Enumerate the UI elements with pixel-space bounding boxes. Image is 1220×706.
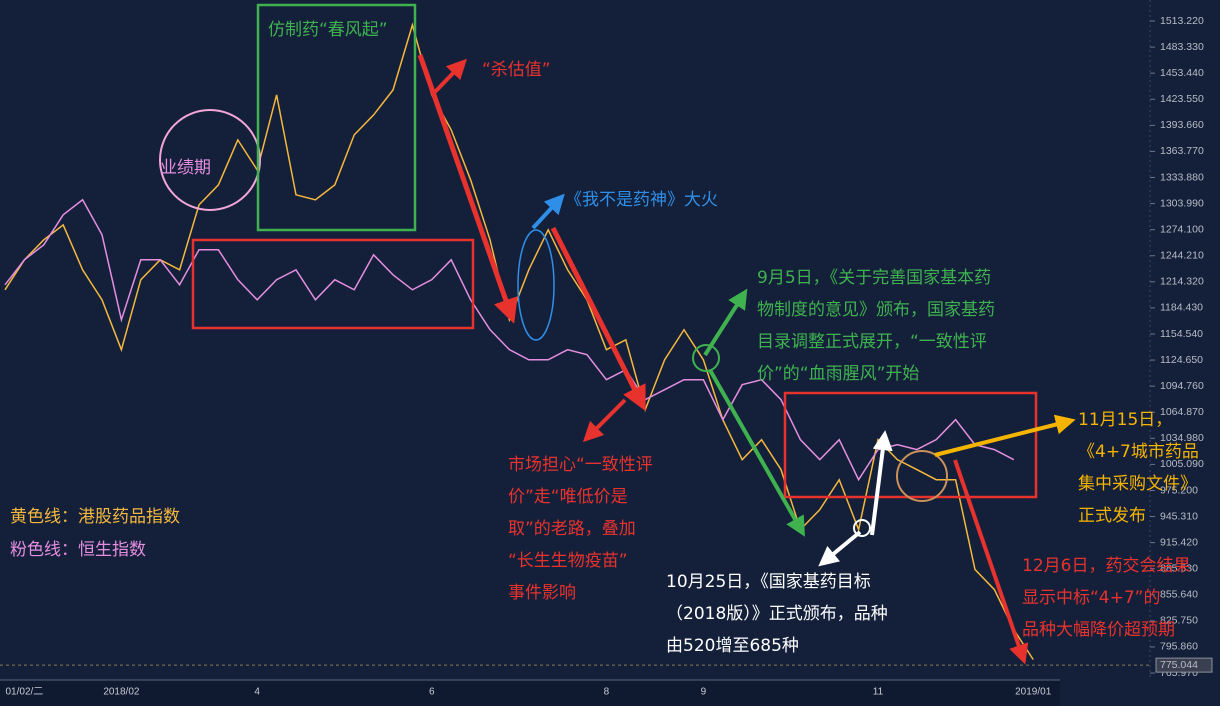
circle bbox=[692, 344, 720, 372]
annotation-text: 《我不是药神》大火 bbox=[565, 190, 718, 210]
annotation-text: 12月6日，药交会结果 bbox=[1022, 556, 1190, 576]
x-tick-label: 8 bbox=[604, 687, 610, 698]
y-tick-label: 1005.090 bbox=[1160, 458, 1204, 470]
arrow bbox=[582, 398, 627, 443]
annotation-text: 正式发布 bbox=[1078, 506, 1146, 526]
annotation-text: “杀估值” bbox=[482, 60, 551, 80]
annotation-text: 11月15日， bbox=[1078, 410, 1172, 430]
y-tick-label: 1094.760 bbox=[1160, 380, 1204, 392]
x-tick-label: 9 bbox=[701, 687, 707, 698]
annotation-text: 《4+7城市药品 bbox=[1078, 442, 1199, 462]
annotation-text: 业绩期 bbox=[160, 158, 211, 178]
last-value-box bbox=[1155, 657, 1213, 673]
annotation-text: 集中采购文件》 bbox=[1078, 474, 1197, 494]
annotation-text: 价”的“血雨腥风”开始 bbox=[757, 364, 919, 384]
legend-entry: 黄色线：港股药品指数 bbox=[10, 507, 180, 527]
annotation-text: 品种大幅降价超预期 bbox=[1022, 620, 1175, 640]
annotation-text: 10月25日，《国家基药目标 bbox=[666, 572, 871, 592]
y-tick-label: 855.640 bbox=[1160, 589, 1198, 601]
box bbox=[783, 391, 1038, 499]
y-tick-label: 1034.980 bbox=[1160, 432, 1204, 444]
arrow bbox=[818, 530, 862, 567]
y-tick-label: 1453.440 bbox=[1160, 67, 1204, 79]
y-tick-label: 885.530 bbox=[1160, 563, 1198, 575]
y-tick-label: 1423.550 bbox=[1160, 93, 1204, 105]
arrow bbox=[870, 430, 893, 536]
y-tick-label: 795.860 bbox=[1160, 641, 1198, 653]
annotation-text: 取”的老路，叠加 bbox=[508, 519, 636, 539]
x-axis-band bbox=[0, 680, 1060, 706]
x-tick-label: 2019/01 bbox=[1015, 687, 1052, 698]
y-tick-label: 1303.990 bbox=[1160, 197, 1204, 209]
arrow bbox=[430, 58, 467, 97]
y-tick-label: 1393.660 bbox=[1160, 119, 1204, 131]
y-tick-label: 1064.870 bbox=[1160, 406, 1204, 418]
annotation-text: 价”走“唯低价是 bbox=[508, 487, 628, 507]
annotations: 仿制药“春风起” “杀估值” 业绩期《我不是药神》大火 9月5日，《关于完善国家基本药… bbox=[10, 20, 1199, 656]
y-tick-label: 1244.210 bbox=[1160, 250, 1204, 262]
arrow bbox=[934, 414, 1076, 457]
arrow bbox=[703, 288, 748, 357]
box bbox=[191, 238, 475, 330]
arrow bbox=[531, 193, 565, 230]
legend-entry: 粉色线：恒生指数 bbox=[10, 540, 146, 560]
y-tick-label: 1483.330 bbox=[1160, 41, 1204, 53]
annotation-text: 9月5日，《关于完善国家基本药 bbox=[757, 268, 991, 288]
annotation-text: “长生生物疫苗” bbox=[508, 551, 628, 571]
annotation-text: （2018版）》正式颁布，品种 bbox=[666, 604, 888, 624]
annotation-text: 市场担心“一致性评 bbox=[508, 455, 653, 475]
annotation-text: 事件影响 bbox=[508, 583, 576, 603]
y-tick-label: 1154.540 bbox=[1160, 328, 1203, 340]
y-tick-label: 1274.100 bbox=[1160, 223, 1204, 235]
circle bbox=[159, 109, 261, 211]
circle bbox=[853, 519, 871, 537]
x-tick-label: 6 bbox=[429, 687, 435, 698]
arrow bbox=[417, 54, 518, 324]
annotation-text: 由520增至685种 bbox=[666, 636, 799, 656]
annotation-text: 显示中标“4+7”的 bbox=[1022, 588, 1161, 608]
x-tick-label: 2018/02 bbox=[103, 687, 140, 698]
annotation-text: 仿制药“春风起” bbox=[268, 20, 388, 40]
ellipse bbox=[517, 229, 555, 341]
y-tick-label: 915.420 bbox=[1160, 536, 1198, 548]
annotation-text: 目录调整正式展开，“一致性评 bbox=[757, 332, 987, 352]
y-tick-label: 1214.320 bbox=[1160, 276, 1204, 288]
y-tick-label: 1363.770 bbox=[1160, 145, 1204, 157]
y-tick-label: 975.200 bbox=[1160, 484, 1198, 496]
arrow bbox=[550, 226, 646, 412]
y-tick-label: 825.750 bbox=[1160, 615, 1198, 627]
last-value-label: 775.044 bbox=[1160, 659, 1198, 671]
arrow bbox=[953, 459, 1029, 665]
series-line bbox=[4, 22, 1034, 660]
series-line bbox=[4, 198, 1015, 482]
plot-area: 1513.220 1483.330 1453.440 1423.550 1393.660… bbox=[0, 15, 1213, 698]
y-tick-label: 1184.430 bbox=[1160, 302, 1203, 314]
box bbox=[256, 3, 417, 232]
annotation-shapes bbox=[159, 3, 1076, 665]
y-tick-label: 1513.220 bbox=[1160, 15, 1204, 27]
annotation-text: 物制度的意见》颁布，国家基药 bbox=[757, 300, 995, 320]
y-tick-label: 1124.650 bbox=[1160, 354, 1203, 366]
x-tick-label: 11 bbox=[873, 687, 884, 698]
y-tick-label: 1333.880 bbox=[1160, 171, 1204, 183]
x-tick-label: 4 bbox=[254, 687, 260, 698]
x-tick-label: 01/02/二 bbox=[5, 687, 43, 698]
circle bbox=[896, 450, 948, 502]
arrow bbox=[708, 369, 805, 537]
y-tick-label: 945.310 bbox=[1160, 510, 1198, 522]
